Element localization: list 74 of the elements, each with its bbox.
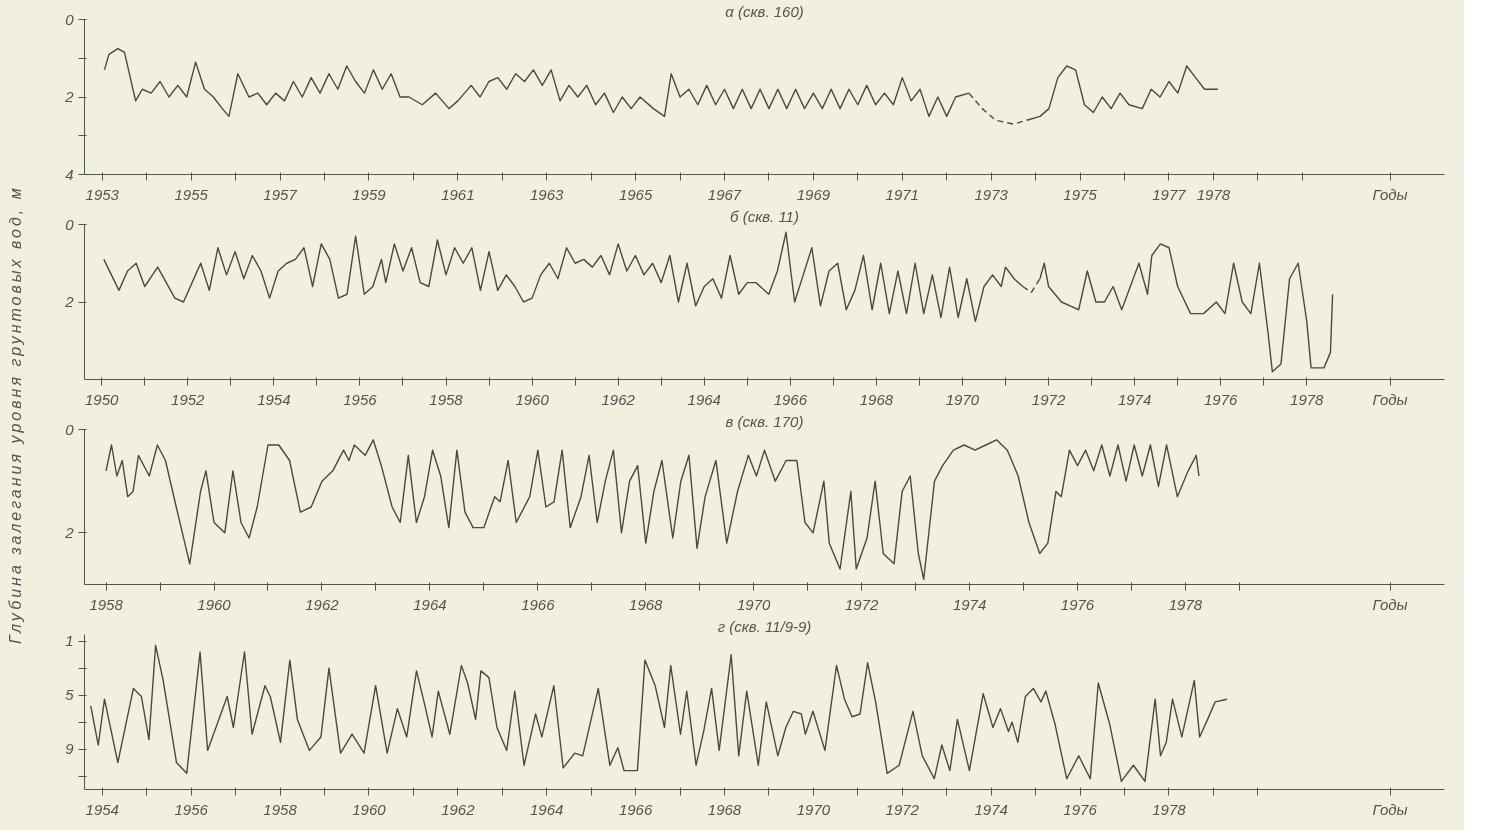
x-tick-label: 1964 (413, 595, 447, 613)
x-tick-label: 1954 (85, 800, 119, 818)
x-tick-label: 1953 (85, 185, 120, 203)
x-tick-label: 1956 (174, 800, 209, 818)
x-tick-label: 1970 (796, 800, 831, 818)
y-tick-label: 0 (65, 215, 75, 233)
x-tick-label: 1968 (859, 390, 894, 408)
x-tick-label: 1975 (1063, 185, 1098, 203)
y-tick-label: 0 (65, 10, 75, 28)
x-tick-label: 1966 (618, 800, 653, 818)
y-tick-label: 2 (64, 88, 75, 105)
chart-title: α (скв. 160) (725, 2, 804, 20)
x-tick-label: 1952 (171, 390, 206, 408)
x-tick-label: 1966 (521, 595, 556, 613)
x-tick-label: 1974 (1117, 390, 1152, 408)
x-tick-label: 1959 (352, 185, 387, 203)
y-axis-title: Глубина залегания уровня грунтовых вод, м (6, 185, 25, 645)
x-tick-label: 1976 (1063, 800, 1098, 818)
x-tick-label: 1960 (515, 390, 550, 408)
x-tick-label: 1964 (687, 390, 721, 408)
x-axis-title: Годы (1372, 185, 1408, 203)
x-tick-label: 1960 (352, 800, 387, 818)
x-tick-label: 1962 (305, 595, 340, 613)
y-tick-label: 2 (64, 523, 75, 541)
y-tick-label: 5 (65, 686, 75, 704)
x-tick-label: 1968 (629, 595, 664, 613)
x-tick-label: 1960 (197, 595, 232, 613)
x-tick-label: 1969 (796, 185, 831, 203)
line-series (90, 644, 1228, 783)
x-tick-label: 1961 (441, 185, 475, 203)
y-tick-label: 0 (65, 420, 75, 438)
x-tick-label: 1964 (530, 800, 564, 818)
x-tick-label: 1957 (263, 185, 298, 203)
x-tick-label: 1954 (257, 390, 291, 408)
x-axis-title: Годы (1372, 595, 1408, 613)
x-axis-title: Годы (1372, 390, 1408, 408)
x-tick-label: 1958 (263, 800, 298, 818)
x-tick-label: 1950 (85, 390, 120, 408)
x-tick-label: 1971 (885, 185, 919, 203)
x-tick-label: 1972 (885, 800, 920, 818)
x-tick-label: 1972 (844, 595, 879, 613)
x-tick-label: 1978 (1196, 185, 1231, 203)
x-tick-label: 1973 (974, 185, 1009, 203)
x-tick-label: 1958 (429, 390, 464, 408)
x-tick-label: 1976 (1204, 390, 1239, 408)
x-tick-label: 1974 (952, 595, 987, 613)
x-tick-label: 1965 (618, 185, 653, 203)
x-axis-title: Годы (1372, 800, 1408, 818)
x-tick-label: 1972 (1031, 390, 1066, 408)
x-tick-label: 1978 (1290, 390, 1325, 408)
x-tick-label: 1978 (1152, 800, 1187, 818)
x-tick-label: 1962 (441, 800, 476, 818)
x-tick-label: 1958 (89, 595, 124, 613)
x-tick-label: 1970 (945, 390, 980, 408)
x-tick-label: 1968 (707, 800, 742, 818)
line-series (105, 439, 1200, 581)
x-tick-label: 1967 (707, 185, 742, 203)
x-tick-label: 1955 (174, 185, 209, 203)
chart-title: г (скв. 11/9-9) (717, 617, 812, 635)
x-tick-label: 1978 (1168, 595, 1203, 613)
x-tick-label: 1974 (974, 800, 1008, 818)
chart-title: б (скв. 11) (730, 207, 799, 225)
x-tick-label: 1970 (737, 595, 772, 613)
x-tick-label: 1966 (773, 390, 808, 408)
y-tick-label: 9 (65, 740, 75, 758)
x-tick-label: 1977 (1152, 185, 1187, 203)
y-tick-label: 4 (65, 165, 74, 183)
x-tick-label: 1956 (343, 390, 378, 408)
chart-title: в (скв. 170) (725, 412, 804, 430)
y-tick-label: 2 (64, 293, 75, 310)
y-tick-label: 1 (65, 632, 74, 650)
x-tick-label: 1962 (601, 390, 636, 408)
x-tick-label: 1976 (1060, 595, 1095, 613)
x-tick-label: 1963 (530, 185, 565, 203)
